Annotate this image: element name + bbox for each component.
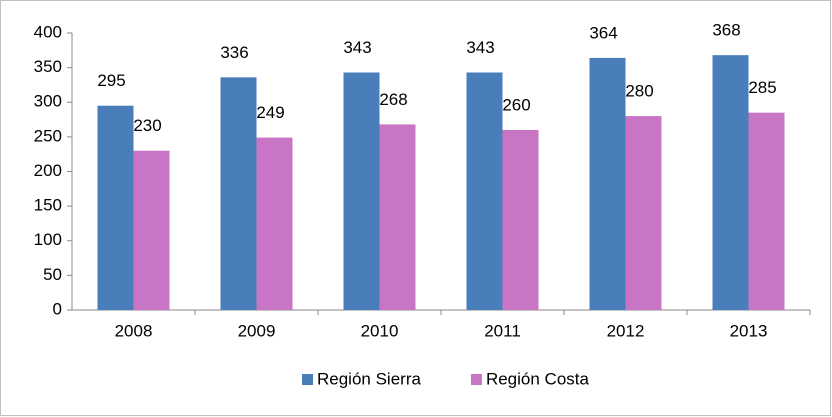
x-tick-label: 2012 [607,321,645,340]
x-tick-label: 2009 [238,321,276,340]
y-tick-label: 150 [34,196,62,215]
value-label: 230 [133,116,161,135]
bar [589,57,626,311]
x-tick-label: 2010 [361,321,399,340]
value-label: 343 [466,38,494,57]
x-tick-label: 2008 [115,321,153,340]
y-tick-label: 100 [34,230,62,249]
y-tick-label: 0 [53,299,62,318]
value-label: 368 [712,21,740,40]
y-tick-label: 250 [34,126,62,145]
legend-label: Región Costa [486,369,590,388]
legend-swatch [302,374,313,385]
y-tick-label: 200 [34,161,62,180]
value-label: 364 [589,23,617,42]
value-label: 249 [256,103,284,122]
bar [379,124,416,310]
bar [133,150,170,310]
bar [748,112,785,310]
y-tick-label: 350 [34,57,62,76]
bar [466,72,503,310]
bar [712,55,749,310]
value-label: 343 [343,38,371,57]
value-label: 295 [97,71,125,90]
value-label: 268 [379,90,407,109]
x-tick-label: 2011 [484,321,521,340]
y-tick-label: 400 [34,22,62,41]
y-tick-label: 300 [34,92,62,111]
legend-label: Región Sierra [317,369,421,388]
bar [343,72,380,310]
bar [502,129,539,310]
y-tick-label: 50 [43,265,62,284]
x-tick-label: 2013 [730,321,768,340]
legend-swatch [470,374,482,385]
bar [625,116,662,310]
value-label: 260 [502,95,530,114]
bar [220,77,257,310]
bar [256,137,293,310]
value-label: 285 [748,78,776,97]
value-label: 280 [625,82,653,101]
value-label: 336 [220,43,248,62]
bar [97,105,134,311]
